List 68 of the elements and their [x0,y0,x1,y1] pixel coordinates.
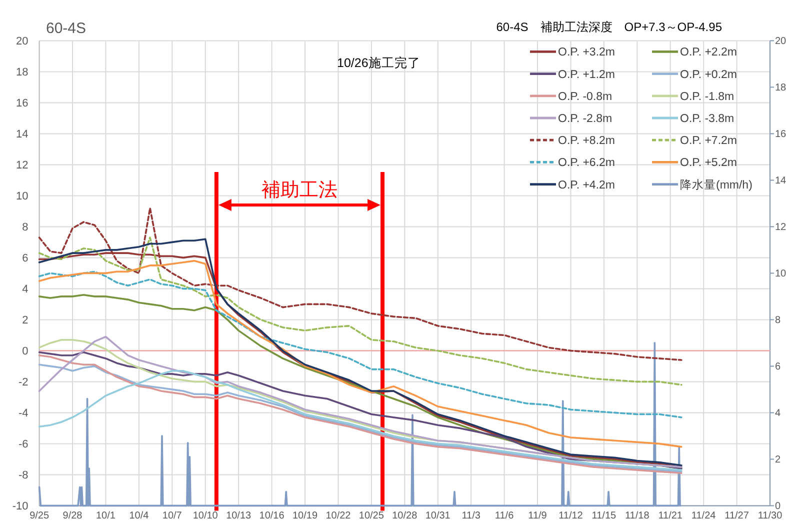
x-tick-label: 10/25 [358,510,384,522]
x-tick-label: 11/24 [691,510,716,522]
y-tick-label: 18 [16,66,28,79]
x-tick-label: 10/4 [129,510,150,522]
x-tick-label: 10/1 [96,510,116,522]
y2-tick-label: 18 [775,82,786,94]
y2-tick-label: 0 [775,501,781,512]
x-tick-label: 11/3 [462,510,481,522]
y-tick-label: 10 [16,190,28,203]
x-tick-label: 11/27 [724,510,750,522]
x-tick-label: 11/12 [558,510,584,522]
y-tick-label: -6 [18,438,28,451]
y-tick-label: 20 [16,36,28,48]
legend-label: O.P. +1.2m [558,68,616,81]
x-tick-label: 11/30 [758,510,783,522]
x-tick-label: 10/31 [425,510,451,522]
y-tick-label: 4 [22,284,28,296]
y-tick-label: -8 [18,470,28,482]
annotation: 10/26施工完了 [337,55,420,70]
legend-label: O.P. -3.8m [680,113,734,125]
y-tick-label: 12 [16,160,28,172]
y2-tick-label: 6 [775,362,781,373]
legend-label: O.P. +0.2m [680,68,738,81]
x-tick-label: 10/22 [326,510,352,522]
x-tick-label: 10/10 [192,510,218,522]
y2-tick-label: 16 [775,129,786,140]
y-tick-label: 14 [16,128,28,141]
legend-label: 降水量(mm/h) [680,178,753,192]
y-tick-label: 16 [16,98,28,110]
y2-tick-label: 14 [775,176,786,187]
legend-label: O.P. +5.2m [680,157,738,170]
legend-label: O.P. +3.2m [558,46,616,59]
x-tick-label: 10/16 [259,510,285,522]
x-tick-label: 11/6 [494,510,514,522]
y-tick-label: 2 [22,314,28,327]
annotation: 補助工法 [261,180,338,201]
y-tick-label: -4 [18,408,28,420]
legend-label: O.P. +2.2m [680,46,738,59]
x-tick-label: 10/7 [162,510,182,522]
legend-label: O.P. +4.2m [558,179,616,192]
y2-tick-label: 20 [775,36,786,48]
x-tick-label: 11/15 [592,510,617,522]
y2-tick-label: 2 [775,454,781,466]
x-tick-label: 10/13 [226,510,252,522]
x-tick-label: 11/18 [624,510,650,522]
x-tick-label: 11/9 [528,510,548,522]
x-tick-label: 10/19 [292,510,318,522]
legend-label: O.P. -1.8m [680,90,734,103]
legend-label: O.P. +7.2m [680,135,738,148]
y2-tick-label: 10 [775,268,786,280]
legend-label: O.P. -0.8m [558,90,612,103]
legend-label: O.P. +8.2m [558,135,616,148]
x-tick-label: 9/28 [62,510,83,522]
chart-subtitle: 60-4S 補助工法深度 OP+7.3～OP-4.95 [496,20,722,34]
y-tick-label: 6 [22,252,28,265]
y-tick-label: -10 [12,500,28,513]
y2-tick-label: 12 [775,222,786,234]
chart-title: 60-4S [46,20,86,37]
legend-label: O.P. +6.2m [558,157,616,170]
y2-tick-label: 8 [775,315,781,326]
y2-tick-label: 4 [775,408,781,420]
y-tick-label: 8 [22,222,28,234]
x-tick-label: 9/25 [30,510,50,522]
y-tick-label: -2 [18,376,28,389]
y-tick-label: 0 [22,346,28,358]
x-tick-label: 11/21 [658,510,683,522]
x-tick-label: 10/28 [392,510,418,522]
legend-label: O.P. -2.8m [558,113,612,125]
